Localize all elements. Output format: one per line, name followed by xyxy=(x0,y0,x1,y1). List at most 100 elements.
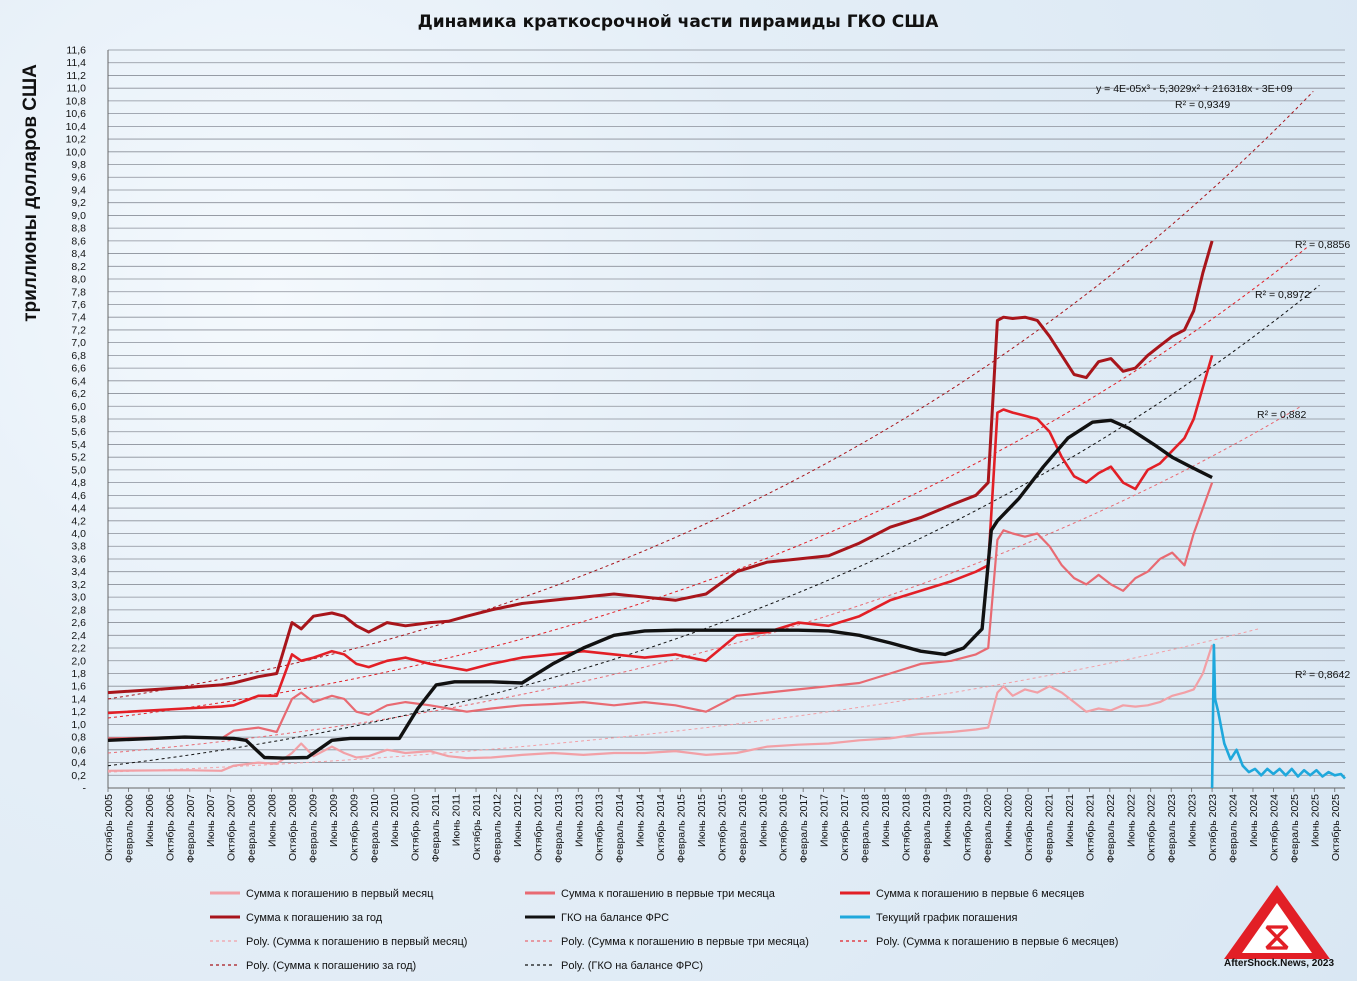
x-tick-label: Октябрь 2024 xyxy=(1268,794,1280,861)
x-tick-label: Июнь 2009 xyxy=(328,794,340,847)
y-tick-label: 8,6 xyxy=(71,235,86,247)
r2-annotation: R² = 0,8972 xyxy=(1255,289,1310,301)
y-tick-label: 6,2 xyxy=(71,388,86,400)
y-tick-label: 10,6 xyxy=(66,108,87,120)
x-tick-label: Июнь 2019 xyxy=(941,794,953,847)
trendline-1 xyxy=(107,628,1259,773)
y-tick-label: 9,4 xyxy=(71,184,86,196)
x-tick-label: Октябрь 2011 xyxy=(471,794,483,860)
y-tick-label: 5,4 xyxy=(71,439,86,451)
y-tick-label: 0,4 xyxy=(71,757,86,769)
y-tick-label: 4,0 xyxy=(71,528,86,540)
x-tick-label: Июнь 2010 xyxy=(389,794,401,847)
x-tick-label: Октябрь 2017 xyxy=(839,794,851,861)
x-tick-label: Октябрь 2014 xyxy=(655,794,667,861)
series-line-4 xyxy=(107,240,1214,695)
legend-label: Сумма к погашению в первые три месяца xyxy=(561,888,776,900)
y-tick-label: 5,2 xyxy=(71,452,86,464)
x-tick-label: Февраль 2018 xyxy=(859,794,871,863)
x-tick-label: Февраль 2009 xyxy=(307,794,319,863)
x-tick-label: Октябрь 2015 xyxy=(716,794,728,861)
y-tick-label: 1,6 xyxy=(71,681,86,693)
legend-label: Poly. (Сумма к погашению в первый месяц) xyxy=(246,936,467,948)
x-tick-label: Октябрь 2019 xyxy=(962,794,974,861)
y-tick-label: 9,6 xyxy=(71,172,86,184)
chart-title: Динамика краткосрочной части пирамиды ГК… xyxy=(418,12,940,32)
x-tick-label: Февраль 2014 xyxy=(614,794,626,863)
x-tick-label: Июнь 2022 xyxy=(1125,794,1137,847)
x-tick-label: Октябрь 2022 xyxy=(1146,794,1158,861)
x-tick-label: Октябрь 2005 xyxy=(103,794,115,861)
y-tick-label: 0,2 xyxy=(71,770,86,782)
y-tick-label: 3,2 xyxy=(71,579,86,591)
y-tick-label: 3,4 xyxy=(71,566,86,578)
y-tick-label: 8,0 xyxy=(71,274,86,286)
x-tick-label: Июнь 2013 xyxy=(573,794,585,847)
y-tick-label: 9,8 xyxy=(71,159,86,171)
y-tick-label: 10,2 xyxy=(66,134,87,146)
x-tick-label: Октябрь 2025 xyxy=(1330,794,1342,861)
legend-label: Текущий график погашения xyxy=(876,912,1017,924)
legend-label: Сумма к погашению в первый месяц xyxy=(246,888,434,900)
y-tick-label: 11,2 xyxy=(66,70,86,82)
x-tick-label: Февраль 2020 xyxy=(982,794,994,863)
x-tick-label: Февраль 2015 xyxy=(675,794,687,863)
y-tick-label: 7,8 xyxy=(71,286,86,298)
r2-annotation: R² = 0,8856 xyxy=(1295,239,1350,251)
y-tick-label: 2,8 xyxy=(71,604,86,616)
series-line-1 xyxy=(107,644,1214,772)
trendline-2 xyxy=(107,405,1302,754)
series-line-2 xyxy=(107,482,1214,740)
y-tick-label: 11,4 xyxy=(66,57,86,69)
x-tick-label: Июнь 2007 xyxy=(205,794,217,847)
x-tick-label: Октябрь 2010 xyxy=(410,794,422,861)
y-tick-label: - xyxy=(83,783,87,795)
y-tick-label: 9,2 xyxy=(71,197,86,209)
legend-label: Сумма к погашению в первые 6 месяцев xyxy=(876,888,1085,900)
x-tick-label: Октябрь 2016 xyxy=(778,794,790,861)
legend-label: Poly. (Сумма к погашению за год) xyxy=(246,960,416,972)
y-tick-label: 3,0 xyxy=(71,592,86,604)
x-tick-label: Февраль 2021 xyxy=(1044,794,1056,863)
y-tick-label: 6,0 xyxy=(71,401,86,413)
x-tick-label: Февраль 2007 xyxy=(185,794,197,863)
x-tick-label: Июнь 2018 xyxy=(880,794,892,847)
trendline-3 xyxy=(107,246,1308,719)
r2-annotation: R² = 0,882 xyxy=(1257,409,1306,421)
y-tick-label: 7,6 xyxy=(71,299,86,311)
y-tick-label: 1,0 xyxy=(71,719,86,731)
trendline-4 xyxy=(107,91,1314,700)
y-tick-label: 7,4 xyxy=(71,312,86,324)
x-tick-label: Февраль 2025 xyxy=(1289,794,1301,863)
legend-label: ГКО на балансе ФРС xyxy=(561,912,669,924)
x-tick-label: Февраль 2022 xyxy=(1105,794,1117,863)
x-tick-label: Октябрь 2008 xyxy=(287,794,299,861)
x-tick-label: Октябрь 2018 xyxy=(900,794,912,861)
legend-label: Poly. (Сумма к погашению в первые 6 меся… xyxy=(876,936,1118,948)
series-line-6 xyxy=(1210,643,1346,789)
y-tick-label: 2,2 xyxy=(71,643,86,655)
y-tick-label: 1,2 xyxy=(71,706,86,718)
x-tick-label: Октябрь 2006 xyxy=(164,794,176,861)
x-tick-label: Июнь 2017 xyxy=(819,794,831,847)
x-tick-label: Февраль 2017 xyxy=(798,794,810,863)
x-tick-label: Февраль 2008 xyxy=(246,794,258,863)
y-tick-label: 10,4 xyxy=(66,121,87,133)
trend-equation: y = 4E-05x³ - 5,3029x² + 216318x - 3E+09 xyxy=(1096,83,1293,95)
x-tick-label: Июнь 2025 xyxy=(1309,794,1321,847)
legend-label: Poly. (Сумма к погашению в первые три ме… xyxy=(561,936,809,948)
x-tick-label: Июнь 2012 xyxy=(512,794,524,847)
x-tick-label: Июнь 2021 xyxy=(1064,794,1076,847)
y-tick-label: 10,8 xyxy=(66,95,87,107)
y-tick-label: 0,8 xyxy=(71,732,86,744)
x-tick-label: Февраль 2012 xyxy=(491,794,503,863)
y-tick-label: 7,2 xyxy=(71,324,86,336)
legend-label: Сумма к погашению за год xyxy=(246,912,383,924)
y-tick-label: 1,8 xyxy=(71,668,86,680)
legend-label: Poly. (ГКО на балансе ФРС) xyxy=(561,960,703,972)
y-tick-label: 6,8 xyxy=(71,350,86,362)
x-tick-label: Октябрь 2023 xyxy=(1207,794,1219,861)
y-tick-label: 6,4 xyxy=(71,375,86,387)
x-tick-label: Февраль 2023 xyxy=(1166,794,1178,863)
